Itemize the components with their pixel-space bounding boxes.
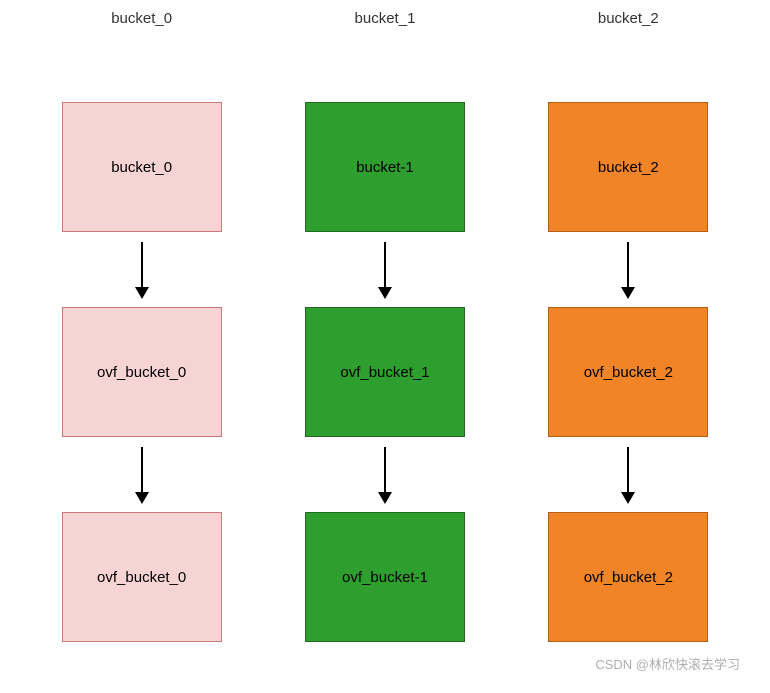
node-label: bucket_2 (598, 159, 659, 176)
arrow (384, 232, 386, 307)
arrow (384, 437, 386, 512)
arrow (141, 232, 143, 307)
column-header: bucket_0 (111, 10, 172, 27)
column-1: bucket_1 bucket-1 ovf_bucket_1 ovf_bucke… (295, 10, 475, 642)
node-label: ovf_bucket_2 (584, 569, 673, 586)
arrow (627, 232, 629, 307)
ovf-bucket-node: ovf_bucket-1 (305, 512, 465, 642)
ovf-bucket-node: ovf_bucket_1 (305, 307, 465, 437)
column-header: bucket_1 (355, 10, 416, 27)
column-0: bucket_0 bucket_0 ovf_bucket_0 ovf_bucke… (52, 10, 232, 642)
ovf-bucket-node: ovf_bucket_2 (548, 512, 708, 642)
node-label: bucket_0 (111, 159, 172, 176)
bucket-node: bucket-1 (305, 102, 465, 232)
node-label: ovf_bucket_1 (340, 364, 429, 381)
bucket-node: bucket_0 (62, 102, 222, 232)
ovf-bucket-node: ovf_bucket_0 (62, 512, 222, 642)
ovf-bucket-node: ovf_bucket_0 (62, 307, 222, 437)
bucket-node: bucket_2 (548, 102, 708, 232)
node-label: bucket-1 (356, 159, 414, 176)
column-2: bucket_2 bucket_2 ovf_bucket_2 ovf_bucke… (538, 10, 718, 642)
arrow (141, 437, 143, 512)
node-label: ovf_bucket_2 (584, 364, 673, 381)
ovf-bucket-node: ovf_bucket_2 (548, 307, 708, 437)
node-label: ovf_bucket-1 (342, 569, 428, 586)
arrow (627, 437, 629, 512)
node-label: ovf_bucket_0 (97, 364, 186, 381)
diagram-container: bucket_0 bucket_0 ovf_bucket_0 ovf_bucke… (0, 0, 770, 642)
watermark-text: CSDN @林欣快滚去学习 (595, 654, 740, 673)
column-header: bucket_2 (598, 10, 659, 27)
node-label: ovf_bucket_0 (97, 569, 186, 586)
